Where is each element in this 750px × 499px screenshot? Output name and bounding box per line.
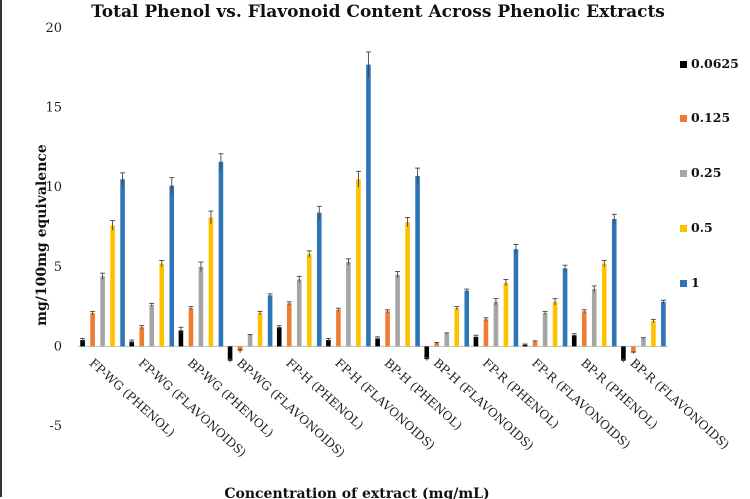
bar: [434, 343, 440, 347]
bar: [276, 327, 282, 347]
bar: [464, 290, 470, 347]
bar: [178, 330, 184, 347]
bar: [581, 311, 587, 347]
bar: [513, 249, 519, 347]
bar: [483, 319, 489, 347]
bar: [591, 289, 597, 347]
bar: [385, 311, 390, 347]
legend-swatch: [680, 170, 687, 177]
x-tick-label: BP-H (FLAVONOIDS): [431, 356, 537, 453]
legend-swatch: [680, 225, 687, 232]
legend: 0.0625 0.125 0.25 0.5 1: [680, 56, 739, 290]
bar: [611, 219, 617, 347]
bar: [218, 161, 224, 347]
bar: [326, 340, 331, 347]
bar: [601, 263, 607, 347]
bar: [621, 346, 626, 361]
legend-label: 1: [691, 275, 700, 290]
y-tick-label: 5: [54, 260, 62, 275]
bar: [296, 279, 302, 347]
legend-label: 0.0625: [691, 56, 739, 71]
bar: [356, 179, 361, 347]
bar: [571, 335, 577, 347]
bar: [169, 185, 175, 347]
y-tick-label: 15: [45, 101, 62, 116]
bar: [366, 64, 371, 347]
legend-label: 0.5: [691, 220, 713, 235]
bar: [444, 333, 450, 347]
bar: [552, 301, 558, 347]
bar: [227, 346, 233, 361]
bar: [542, 312, 548, 347]
y-tick-label: 0: [54, 339, 62, 354]
y-tick-label: 20: [45, 21, 62, 36]
bar: [247, 335, 253, 347]
bar: [493, 301, 499, 347]
bar: [129, 341, 135, 347]
bar: [80, 340, 85, 347]
bar: [641, 338, 646, 347]
bar: [405, 222, 410, 347]
bar: [120, 179, 125, 347]
bar: [188, 308, 194, 347]
bar: [159, 263, 165, 347]
bar: [424, 346, 430, 360]
bar: [375, 338, 380, 347]
bar: [415, 176, 420, 347]
x-axis-label: Concentration of extract (mg/mL): [224, 486, 489, 499]
bar: [454, 308, 460, 347]
legend-label: 0.125: [691, 110, 730, 125]
bar: [532, 341, 538, 347]
chart-title: Total Phenol vs. Flavonoid Content Acros…: [91, 2, 665, 22]
y-axis-label: mg/100mg equivalence: [34, 144, 50, 326]
bar: [651, 320, 656, 347]
bar: [395, 274, 400, 347]
legend-swatch: [680, 280, 687, 287]
x-tick-label: FP-R (FLAVONOIDS): [529, 356, 633, 452]
x-tick-label: FP-H (FLAVONOIDS): [332, 356, 437, 453]
bar: [90, 312, 95, 347]
x-tick-label: FP-WG (PHENOL): [87, 356, 178, 440]
bar: [336, 309, 341, 347]
y-tick-label: -5: [49, 419, 62, 434]
x-tick-label: BP-WG (PHENOL): [185, 356, 276, 440]
bar: [473, 336, 479, 347]
bar: [237, 346, 243, 352]
bar: [198, 266, 204, 347]
bar: [110, 225, 115, 347]
bar: [316, 212, 322, 347]
bar: [562, 268, 568, 347]
y-tick-label: 10: [45, 180, 62, 195]
bar: [139, 327, 145, 347]
legend-label: 0.25: [691, 165, 721, 180]
bar: [661, 301, 666, 347]
x-tick-label: BP-R (FLAVONOIDS): [627, 356, 732, 452]
bar: [100, 276, 105, 347]
legend-swatch: [680, 115, 687, 122]
bar: [149, 305, 155, 347]
bar: [503, 282, 509, 347]
legend-swatch: [680, 61, 687, 68]
bar: [267, 295, 273, 347]
bar: [346, 262, 351, 347]
bar: [306, 254, 312, 347]
bar: [286, 303, 292, 347]
bar: [208, 217, 214, 347]
bar: [257, 312, 263, 347]
bar: [631, 346, 636, 353]
